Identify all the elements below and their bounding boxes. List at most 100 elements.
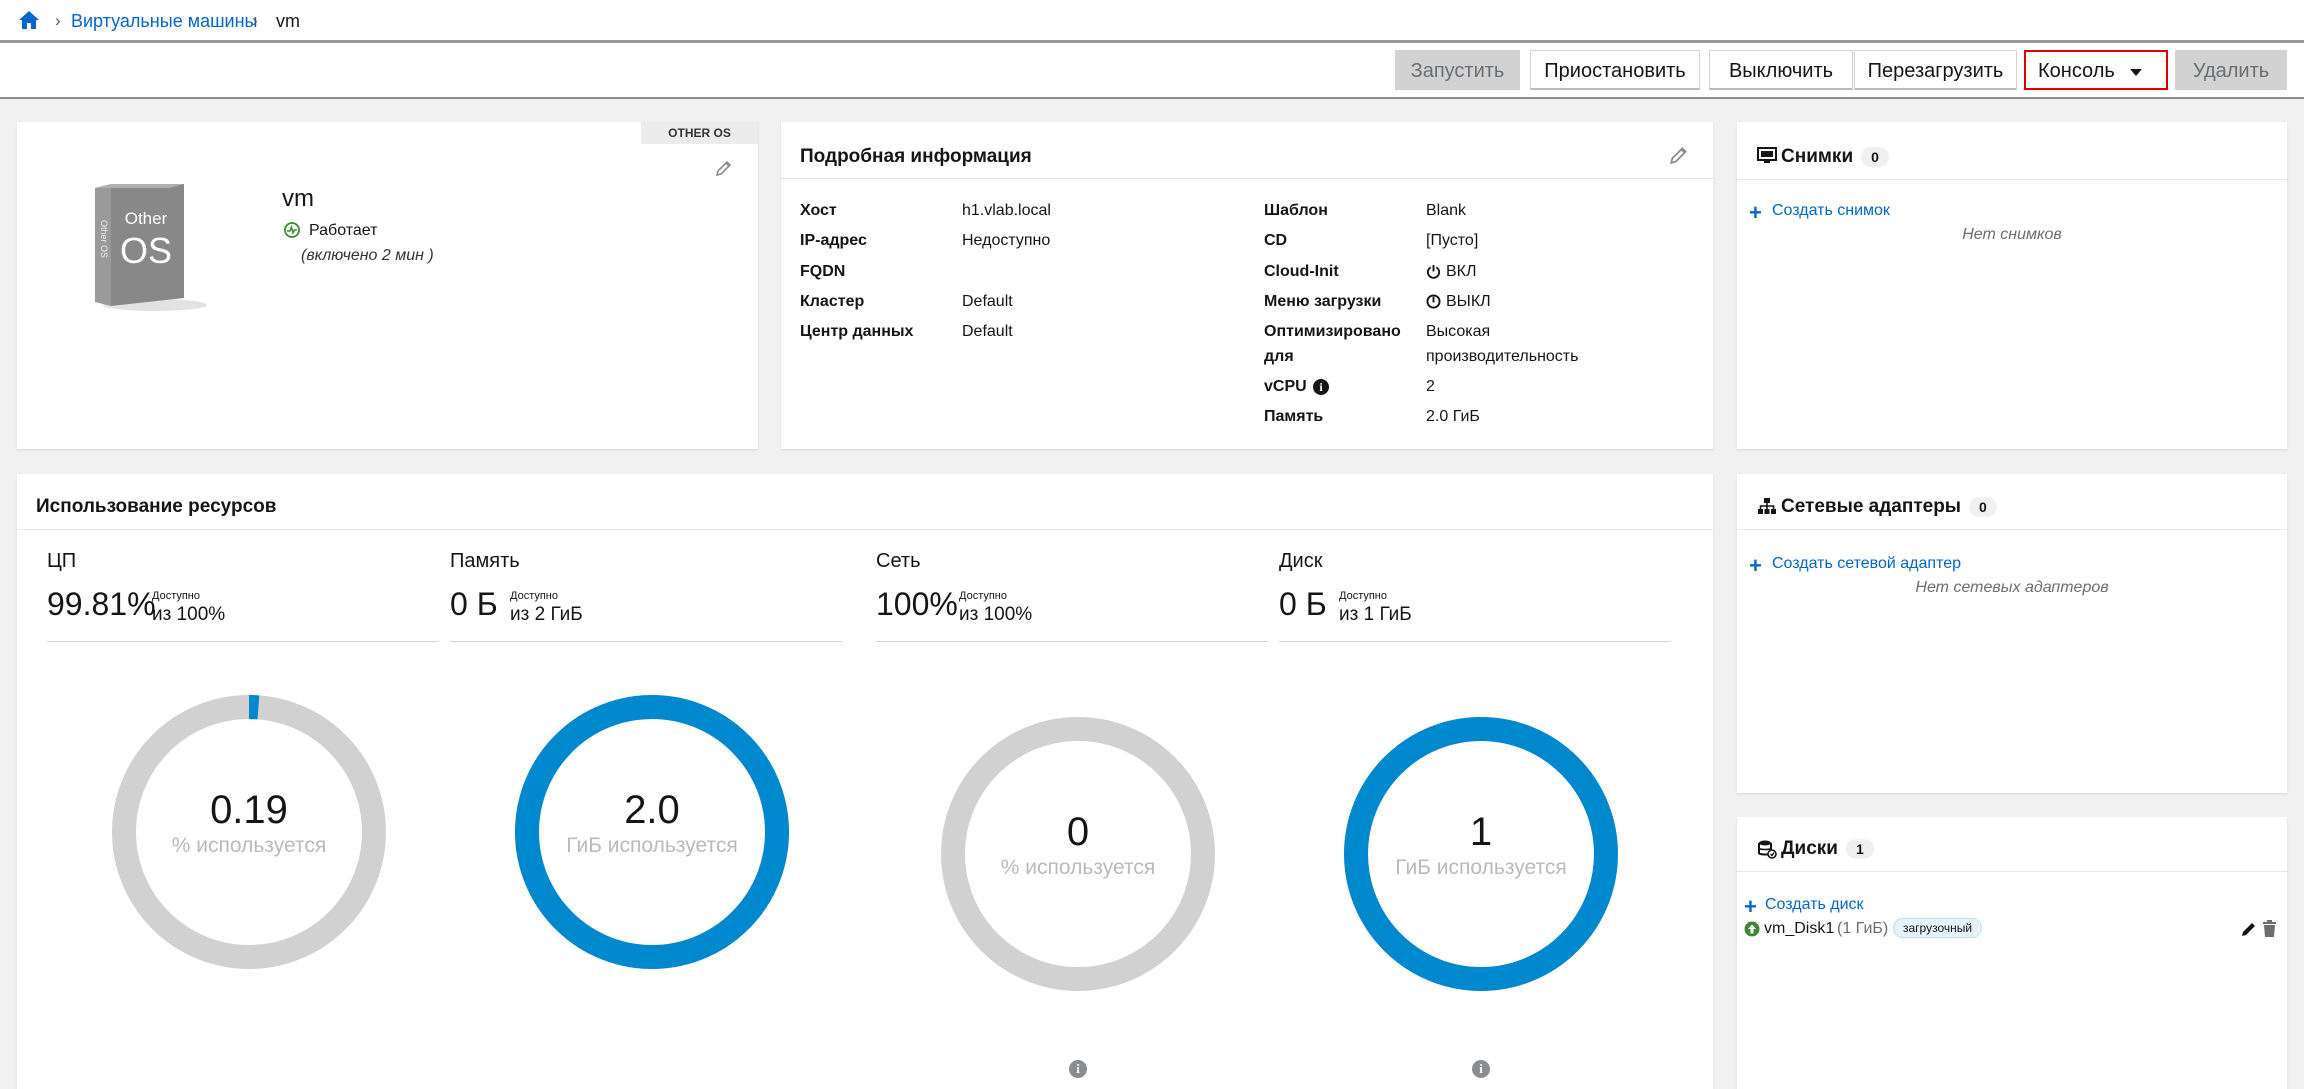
disks-card: Диски 1 + Создать диск vm_Disk1 (1 ГиБ) з…: [1737, 817, 2287, 1089]
edit-icon[interactable]: [1669, 145, 1689, 165]
pause-button[interactable]: Приостановить: [1530, 50, 1700, 90]
network-icon: [1758, 498, 1776, 514]
os-logo-big-text: OS: [120, 230, 172, 271]
detail-label-cluster: Кластер: [800, 293, 865, 310]
divider: [1737, 529, 2287, 530]
create-snapshot-link[interactable]: Создать снимок: [1772, 202, 1890, 219]
breadcrumb-link-vms[interactable]: Виртуальные машины: [71, 11, 258, 31]
snapshots-title: Снимки 0: [1781, 146, 1889, 168]
trash-icon[interactable]: [2262, 920, 2277, 937]
breadcrumb-separator-icon: ›: [55, 11, 61, 30]
edit-icon[interactable]: [715, 159, 733, 177]
detail-label-ip: IP-адрес: [800, 232, 867, 249]
network-donut-value: 0: [1066, 810, 1090, 854]
detail-label-datacenter: Центр данных: [800, 323, 914, 340]
os-logo: Other OS Other OS: [95, 184, 207, 311]
action-toolbar: Запустить Приостановить Выключить Переза…: [0, 43, 2304, 99]
nics-empty-message: Нет сетевых адаптеров: [1915, 579, 2109, 596]
donut-used-arc: [1344, 717, 1618, 991]
detail-label-host: Хост: [800, 202, 837, 219]
cpu-donut: 0.19 % используется: [109, 692, 389, 972]
disks-title-text: Диски: [1781, 838, 1838, 859]
delete-button[interactable]: Удалить: [2175, 50, 2287, 90]
cpu-donut-unit: % используется: [171, 834, 327, 857]
memory-donut-value: 2.0: [624, 788, 680, 832]
breadcrumb: › Виртуальные машины › vm: [0, 0, 2304, 43]
reboot-button[interactable]: Перезагрузить: [1854, 50, 2017, 90]
os-tag: OTHER OS: [641, 122, 758, 144]
disk-name[interactable]: vm_Disk1: [1764, 920, 1835, 937]
detail-label-cd: CD: [1264, 232, 1288, 249]
power-icon: [1426, 264, 1441, 279]
create-disk-link[interactable]: Создать диск: [1765, 896, 1864, 913]
os-logo-side-text: Other OS: [99, 220, 109, 258]
divider: [1737, 179, 2287, 180]
details-card: Подробная информация Хост h1.vlab.local …: [781, 122, 1713, 449]
nics-title-text: Сетевые адаптеры: [1781, 496, 1962, 517]
snapshots-count-badge: 0: [1861, 146, 1889, 167]
network-of: из 100%: [959, 604, 1033, 625]
divider: [876, 641, 1268, 642]
chevron-down-icon: [2130, 69, 2142, 76]
memory-donut-unit: ГиБ используется: [566, 834, 738, 857]
plus-icon[interactable]: +: [1744, 894, 1757, 919]
info-icon[interactable]: i: [1472, 1060, 1490, 1078]
cpu-available-label: Доступно: [152, 590, 201, 602]
disk-donut-chart: [1344, 717, 1618, 991]
detail-value-template: Blank: [1426, 202, 1467, 219]
network-title: Сеть: [876, 550, 921, 572]
vm-overview-card: OTHER OS Other OS Other OS vm Работает (…: [17, 122, 758, 449]
disk-size: (1 ГиБ): [1837, 920, 1889, 937]
detail-value-host: h1.vlab.local: [962, 202, 1051, 219]
detail-value-cluster: Default: [962, 293, 1013, 310]
utilization-title: Использование ресурсов: [36, 496, 277, 517]
network-donut: 0 % используется: [938, 714, 1218, 994]
breadcrumb-separator-icon: ›: [252, 11, 258, 30]
detail-value-memory: 2.0 ГиБ: [1426, 408, 1480, 425]
memory-available-label: Доступно: [510, 590, 559, 602]
snapshots-card: Снимки 0 + Создать снимок Нет снимков: [1737, 122, 2287, 449]
disks-title: Диски 1: [1781, 838, 1874, 860]
create-nic-link[interactable]: Создать сетевой адаптер: [1772, 555, 1962, 572]
disk-donut-value: 1: [1469, 810, 1493, 854]
nics-card: Сетевые адаптеры 0 + Создать сетевой адап…: [1737, 474, 2287, 793]
detail-label-optimized-line2: для: [1264, 348, 1294, 365]
memory-donut-chart: [515, 695, 789, 969]
donut-used-arc: [515, 695, 789, 969]
cpu-of: из 100%: [152, 604, 226, 625]
home-icon[interactable]: [18, 10, 40, 30]
console-button[interactable]: Консоль: [2024, 50, 2168, 90]
memory-used: 0 Б: [450, 586, 498, 622]
snapshots-empty-message: Нет снимков: [1962, 226, 2062, 243]
shutdown-button[interactable]: Выключить: [1709, 50, 1853, 90]
utilization-card: Использование ресурсов ЦП 99.81% Доступн…: [17, 474, 1713, 1089]
detail-value-datacenter: Default: [962, 323, 1013, 340]
start-button[interactable]: Запустить: [1395, 50, 1520, 90]
disk-donut: 1 ГиБ используется: [1341, 714, 1621, 994]
disk-donut-unit: ГиБ используется: [1395, 856, 1567, 879]
breadcrumb-current: vm: [276, 11, 300, 31]
network-donut-chart: [941, 717, 1215, 991]
detail-value-optimized: Высокая: [1426, 323, 1491, 340]
disk-of: из 1 ГиБ: [1339, 604, 1412, 625]
info-icon[interactable]: i: [1313, 379, 1329, 395]
details-title: Подробная информация: [800, 146, 1032, 167]
disk-used: 0 Б: [1279, 586, 1327, 622]
vm-status: Работает: [309, 222, 378, 239]
nics-title: Сетевые адаптеры 0: [1781, 496, 1997, 518]
network-donut-unit: % используется: [1000, 856, 1156, 879]
info-icon[interactable]: i: [1069, 1060, 1087, 1078]
edit-icon[interactable]: [2241, 921, 2257, 937]
plus-icon[interactable]: +: [1749, 200, 1762, 225]
plus-icon[interactable]: +: [1749, 553, 1762, 578]
disk-up-arrow-icon: [1744, 921, 1760, 937]
monitor-icon: [1757, 147, 1777, 163]
detail-label-boot-menu: Меню загрузки: [1264, 293, 1382, 310]
vm-name: vm: [282, 185, 314, 212]
detail-label-fqdn: FQDN: [800, 263, 846, 280]
detail-label-cloud-init: Cloud-Init: [1264, 263, 1339, 280]
cpu-donut-value: 0.19: [210, 788, 288, 832]
detail-value-ip: Недоступно: [962, 232, 1051, 249]
divider: [1737, 871, 2287, 872]
bootable-badge: загрузочный: [1893, 918, 1983, 938]
